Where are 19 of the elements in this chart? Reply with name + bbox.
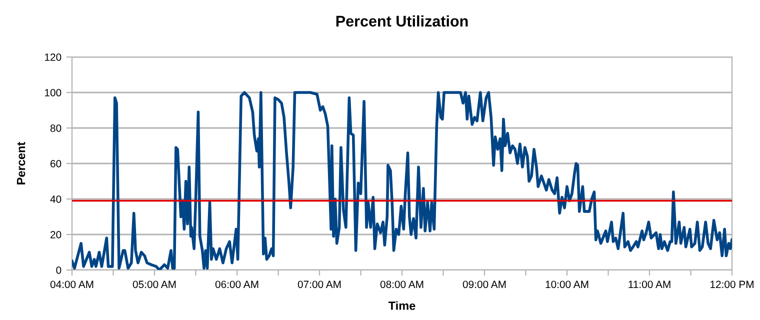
x-tick-label: 07:00 AM (298, 280, 341, 288)
x-tick-label: 11:00 AM (628, 280, 670, 288)
y-axis-title: Percent (16, 142, 26, 184)
chart-title: Percent Utilization (336, 15, 468, 27)
x-tick-label: 08:00 AM (380, 280, 424, 288)
y-tick-label: 60 (50, 160, 62, 168)
x-tick-label: 09:00 AM (462, 280, 506, 288)
x-tick-label: 05:00 AM (132, 280, 176, 288)
y-tick-label: 0 (56, 266, 62, 274)
y-tick-label: 20 (50, 231, 62, 238)
x-axis-title: Time (388, 301, 416, 310)
y-tick-label: 100 (45, 89, 62, 96)
y-tick-label: 120 (45, 54, 62, 61)
x-tick-label: 06:00 AM (215, 280, 258, 288)
x-tick-label: 10:00 AM (546, 280, 588, 288)
x-tick-label: 04:00 AM (50, 280, 94, 288)
y-tick-label: 80 (50, 124, 62, 132)
y-tick-label: 40 (50, 196, 62, 203)
x-tick-label: 12:00 PM (710, 280, 754, 288)
